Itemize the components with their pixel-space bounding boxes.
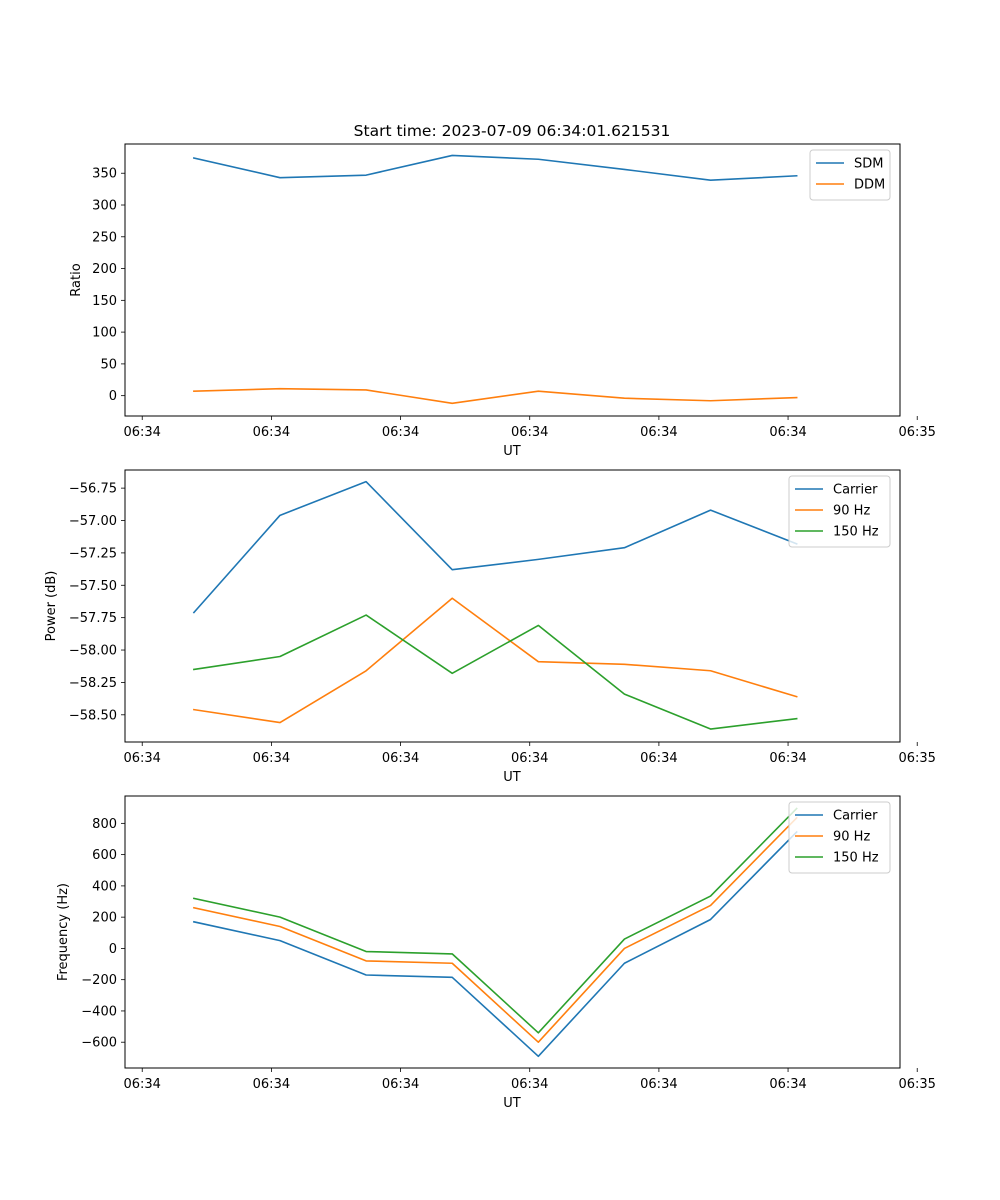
- y-tick-label: 0: [109, 389, 117, 404]
- series-line-carrier: [192, 480, 798, 614]
- x-tick-label: 06:34: [253, 425, 290, 440]
- x-axis-label: UT: [503, 770, 521, 785]
- x-axis-label: UT: [503, 444, 521, 459]
- legend-label: 90 Hz: [833, 830, 870, 845]
- y-tick-label: 150: [92, 294, 117, 309]
- y-tick-label: 300: [92, 199, 117, 214]
- x-tick-label: 06:34: [640, 751, 677, 766]
- x-tick-label: 06:34: [511, 425, 548, 440]
- legend: Carrier 90 Hz 150 Hz: [788, 475, 891, 548]
- y-tick-label: −200: [81, 973, 117, 988]
- x-tick-label: 06:34: [253, 751, 290, 766]
- x-tick-label: 06:34: [511, 1077, 548, 1092]
- y-tick-label: 200: [92, 262, 117, 277]
- y-tick-label: −56.75: [69, 482, 117, 497]
- y-tick-label: −600: [81, 1036, 117, 1051]
- y-tick-label: −58.25: [69, 676, 117, 691]
- legend-label: SDM: [854, 157, 883, 172]
- y-tick-label: 250: [92, 230, 117, 245]
- x-tick-label: 06:34: [640, 1077, 677, 1092]
- legend-box: [788, 801, 891, 874]
- x-tick-label: 06:34: [123, 1077, 160, 1092]
- legend-box: [788, 475, 891, 548]
- legend-label: Carrier: [833, 483, 878, 498]
- legend-label: Carrier: [833, 809, 878, 824]
- x-tick-label: 06:35: [898, 425, 935, 440]
- y-tick-label: 350: [92, 167, 117, 182]
- y-axis-label: Power (dB): [44, 571, 59, 642]
- y-tick-label: 200: [92, 911, 117, 926]
- ratio-panel: 06:34 06:34 06:34 06:34 06:34 06:34 06:35 0 50 10…: [69, 143, 936, 459]
- x-tick-label: 06:34: [123, 425, 160, 440]
- x-tick-label: 06:34: [382, 751, 419, 766]
- y-tick-label: −57.75: [69, 611, 117, 626]
- y-tick-label: −400: [81, 1004, 117, 1019]
- series-line-sdm: [192, 154, 798, 182]
- legend-label: 90 Hz: [833, 504, 870, 519]
- series-line-90-hz: [192, 597, 798, 724]
- x-tick-label: 06:34: [382, 425, 419, 440]
- y-axis-label: Frequency (Hz): [56, 883, 71, 981]
- axes-frame: [124, 795, 901, 1069]
- x-axis-label: UT: [503, 1096, 521, 1111]
- x-tick-label: 06:34: [640, 425, 677, 440]
- y-tick-label: 0: [109, 942, 117, 957]
- x-tick-label: 06:35: [898, 1077, 935, 1092]
- x-tick-label: 06:34: [511, 751, 548, 766]
- x-tick-label: 06:34: [382, 1077, 419, 1092]
- y-tick-label: −57.50: [69, 579, 117, 594]
- series-line-90-hz: [192, 816, 798, 1044]
- series-line-150-hz: [192, 614, 798, 730]
- legend: Carrier 90 Hz 150 Hz: [788, 801, 891, 874]
- series-line-ddm: [193, 387, 798, 405]
- series-line-150-hz: [192, 807, 798, 1034]
- y-tick-label: 400: [92, 879, 117, 894]
- y-tick-label: 100: [92, 326, 117, 341]
- frequency-panel: 06:34 06:34 06:34 06:34 06:34 06:34 06:35 −600 −…: [56, 795, 936, 1111]
- y-tick-label: 800: [92, 817, 117, 832]
- y-tick-label: −57.00: [69, 514, 117, 529]
- y-tick-label: −58.00: [69, 644, 117, 659]
- axes-frame: [124, 469, 901, 743]
- x-tick-label: 06:34: [769, 751, 806, 766]
- x-tick-label: 06:34: [123, 751, 160, 766]
- y-tick-label: 50: [100, 357, 117, 372]
- legend: SDM DDM: [809, 149, 891, 201]
- y-tick-label: 600: [92, 848, 117, 863]
- x-tick-label: 06:34: [253, 1077, 290, 1092]
- power-panel: 06:34 06:34 06:34 06:34 06:34 06:34 06:35 −58.5…: [44, 469, 936, 785]
- legend-label: 150 Hz: [833, 851, 879, 866]
- legend-label: DDM: [854, 178, 885, 193]
- axes-frame: [124, 143, 901, 417]
- figure-title: Start time: 2023-07-09 06:34:01.621531: [354, 122, 671, 140]
- series-line-carrier: [192, 830, 798, 1058]
- x-tick-label: 06:34: [769, 425, 806, 440]
- x-tick-label: 06:35: [898, 751, 935, 766]
- y-axis-label: Ratio: [69, 263, 84, 296]
- legend-label: 150 Hz: [833, 525, 879, 540]
- y-tick-label: −57.25: [69, 546, 117, 561]
- x-tick-label: 06:34: [769, 1077, 806, 1092]
- y-tick-label: −58.50: [69, 708, 117, 723]
